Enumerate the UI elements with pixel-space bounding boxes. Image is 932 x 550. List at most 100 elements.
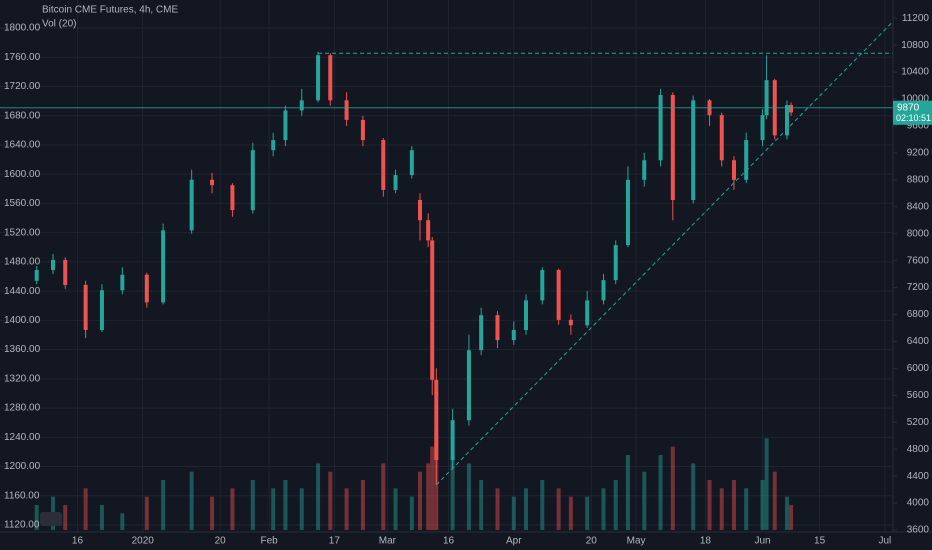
y2-tick-label: 1600.00: [4, 169, 41, 180]
volume-bar: [299, 488, 304, 530]
volume-bar: [393, 488, 398, 530]
volume-bar: [524, 488, 529, 530]
candle-body: [393, 175, 398, 190]
candle-body: [556, 270, 561, 320]
candle-body: [99, 290, 104, 330]
volume-bar: [34, 505, 39, 530]
volume-bar: [210, 496, 215, 530]
overlays: [0, 21, 894, 486]
volume-bar: [409, 496, 414, 530]
candle-body: [34, 270, 39, 281]
candle-body: [250, 150, 255, 211]
y-tick-label: 7200: [907, 282, 930, 293]
axes: 16 2020 20 Feb 17 Mar 16 Apr 20 May 18 Jun 15 Jul1120…: [4, 13, 932, 547]
countdown-label: 02:10:51: [896, 113, 931, 123]
candle-body: [789, 105, 794, 113]
candle-body: [568, 319, 573, 326]
volume-bar: [511, 496, 516, 530]
candle-body: [344, 100, 349, 120]
volume-bar: [568, 496, 573, 530]
y2-tick-label: 1280.00: [4, 403, 41, 414]
y-tick-label: 8800: [907, 174, 930, 185]
y2-tick-label: 1360.00: [4, 344, 41, 355]
candle-body: [691, 100, 696, 201]
volume-bar: [360, 480, 365, 530]
x-tick-label: Apr: [506, 536, 522, 547]
y2-tick-label: 1560.00: [4, 198, 41, 209]
y2-tick-label: 1160.00: [4, 490, 40, 501]
candle-body: [524, 300, 529, 330]
y2-tick-label: 1320.00: [4, 373, 41, 384]
y-tick-label: 6000: [907, 363, 930, 374]
candle-body: [731, 160, 736, 180]
volume-bar: [772, 471, 777, 530]
y2-tick-label: 1480.00: [4, 257, 41, 268]
candle-body: [316, 55, 321, 101]
volume-bar: [585, 496, 590, 530]
y-tick-label: 8000: [907, 228, 930, 239]
y-tick-label: 4800: [907, 444, 930, 455]
candle-body: [658, 94, 663, 161]
candle-body: [434, 379, 439, 460]
volume-bar: [99, 505, 104, 530]
volume-bar: [63, 505, 68, 530]
volume-bar: [719, 488, 724, 530]
volume-bar: [658, 455, 663, 530]
candle-body: [430, 240, 435, 380]
candle-body: [784, 105, 789, 136]
y-tick-label: 7600: [907, 255, 930, 266]
volume-bar: [540, 480, 545, 530]
candle-body: [189, 179, 194, 231]
candle-body: [63, 259, 68, 285]
volume-bar: [691, 463, 696, 530]
volume-bar: [381, 463, 386, 530]
y2-tick-label: 1760.00: [4, 52, 41, 63]
candles: [34, 51, 794, 485]
volume-bar: [760, 480, 765, 530]
x-tick-label: 2020: [132, 536, 155, 547]
candle-body: [764, 80, 769, 116]
volume-label: Vol (20): [42, 19, 76, 30]
x-tick-label: 16: [72, 536, 84, 547]
candle-body: [210, 179, 215, 186]
x-tick-label: Jun: [754, 536, 770, 547]
y-tick-label: 4400: [907, 471, 930, 482]
y-tick-label: 6400: [907, 336, 930, 347]
volume-bar: [744, 488, 749, 530]
volume-bar: [556, 488, 561, 530]
volume-bar: [316, 463, 321, 530]
y2-tick-label: 1240.00: [4, 432, 41, 443]
volume: [34, 430, 794, 530]
volume-bar: [426, 463, 431, 530]
candle-body: [642, 160, 647, 180]
y2-tick-label: 1800.00: [4, 23, 41, 34]
candle-body: [760, 115, 765, 141]
volume-bar: [784, 496, 789, 530]
y2-tick-label: 1120.00: [4, 520, 40, 531]
x-tick-label: 20: [215, 536, 227, 547]
candle-body: [409, 150, 414, 176]
y-tick-label: 5200: [907, 417, 930, 428]
y-tick-label: 6800: [907, 309, 930, 320]
volume-bar: [161, 480, 166, 530]
y-tick-label: 10800: [901, 40, 929, 51]
candle-body: [271, 140, 276, 151]
candle-body: [426, 220, 431, 241]
y2-tick-label: 1520.00: [4, 227, 41, 238]
volume-bar: [344, 488, 349, 530]
logo: [40, 512, 62, 526]
volume-bar: [764, 438, 769, 530]
candle-body: [466, 350, 471, 421]
x-tick-label: May: [627, 536, 646, 547]
volume-bar: [450, 455, 455, 530]
candle-body: [601, 280, 606, 301]
volume-bar: [495, 488, 500, 530]
y2-tick-label: 1720.00: [4, 81, 41, 92]
candle-body: [51, 259, 56, 271]
volume-bar: [613, 480, 618, 530]
candle-body: [381, 140, 386, 190]
candle-body: [511, 329, 516, 341]
volume-bar: [144, 496, 149, 530]
y-tick-label: 4000: [907, 498, 930, 509]
